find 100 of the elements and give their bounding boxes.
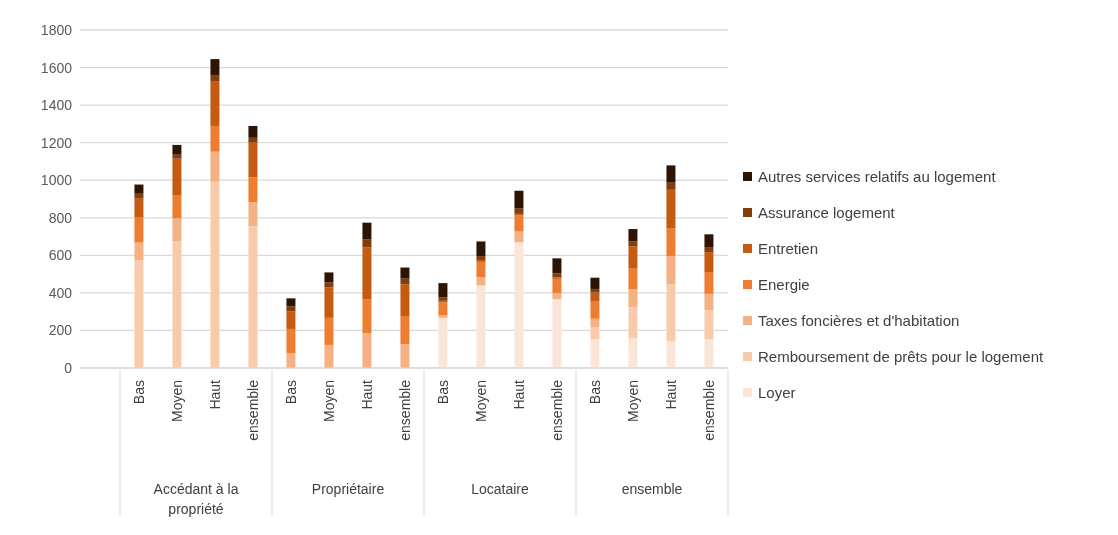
bar	[248, 137, 258, 143]
bar	[552, 273, 562, 278]
bar	[134, 242, 144, 261]
bar	[324, 282, 334, 288]
bar	[362, 239, 372, 248]
bar	[590, 318, 600, 328]
legend-label: Entretien	[758, 239, 819, 257]
bar	[172, 241, 182, 368]
bar	[210, 59, 220, 76]
x-tick-label: Moyen	[169, 380, 185, 423]
bar	[438, 315, 448, 318]
y-tick-label: 0	[64, 359, 73, 376]
x-tick-label: Bas	[131, 380, 147, 405]
bar	[590, 277, 600, 289]
x-tick-label: ensemble	[245, 379, 261, 441]
y-tick-label: 1000	[40, 172, 73, 189]
bar	[134, 260, 144, 368]
bar	[362, 299, 372, 334]
x-tick-label: Haut	[359, 379, 375, 410]
bar	[134, 198, 144, 218]
bar	[210, 125, 220, 152]
bar	[172, 144, 182, 155]
bar	[324, 344, 334, 368]
legend-label: Remboursement de prêts pour le logement	[758, 347, 1044, 365]
bar	[666, 284, 676, 341]
bar	[172, 195, 182, 219]
bar	[476, 256, 486, 261]
bar	[666, 165, 676, 183]
bar	[666, 182, 676, 190]
x-tick-label: Haut	[663, 379, 679, 410]
bar	[400, 315, 410, 344]
y-tick-label: 1600	[40, 59, 73, 76]
bar	[248, 226, 258, 368]
bar	[286, 311, 296, 329]
bar	[400, 343, 410, 368]
bar	[666, 340, 676, 368]
y-tick-label: 400	[48, 284, 73, 301]
bar	[476, 241, 486, 257]
bar	[172, 154, 182, 159]
bar	[628, 268, 638, 290]
bar	[438, 317, 448, 368]
bar	[248, 125, 258, 138]
bar	[704, 272, 714, 294]
x-tick-label: ensemble	[397, 379, 413, 441]
x-tick-label: Moyen	[625, 380, 641, 423]
bar	[628, 241, 638, 247]
bar	[248, 177, 258, 203]
bar	[248, 142, 258, 178]
bar	[248, 202, 258, 227]
bar	[134, 193, 144, 199]
bar	[324, 317, 334, 345]
legend-label: Taxes foncières et d'habitation	[758, 311, 960, 329]
bar	[134, 184, 144, 194]
bar	[400, 284, 410, 316]
bar	[590, 339, 600, 368]
bar	[590, 300, 600, 319]
x-tick-label: Moyen	[473, 380, 489, 423]
bar	[628, 246, 638, 269]
y-tick-label: 600	[48, 247, 73, 264]
bar	[172, 218, 182, 242]
bar	[286, 298, 296, 307]
bar	[400, 267, 410, 279]
bar	[514, 190, 524, 209]
bar	[552, 258, 562, 274]
bar	[704, 252, 714, 273]
y-tick-label: 800	[48, 209, 73, 226]
legend-label: Autres services relatifs au logement	[758, 167, 996, 185]
bar	[666, 256, 676, 285]
bar	[552, 293, 562, 300]
bar	[590, 288, 600, 293]
y-tick-label: 1200	[40, 134, 73, 151]
legend-label: Loyer	[758, 383, 796, 401]
x-tick-label: Bas	[283, 380, 299, 405]
bar	[628, 229, 638, 242]
bar	[286, 352, 296, 368]
bar	[552, 278, 562, 294]
x-tick-label: ensemble	[549, 379, 565, 441]
bar	[362, 247, 372, 300]
bar	[476, 285, 486, 368]
bar	[514, 242, 524, 368]
bar	[704, 234, 714, 248]
bar	[552, 299, 562, 368]
x-tick-label: Haut	[511, 379, 527, 410]
bar	[134, 217, 144, 243]
x-tick-label: Moyen	[321, 380, 337, 423]
bar	[438, 283, 448, 298]
bar	[438, 302, 448, 316]
bar	[172, 158, 182, 196]
bar	[210, 181, 220, 368]
bar	[514, 208, 524, 214]
bar	[362, 222, 372, 240]
bar	[628, 289, 638, 308]
bar	[324, 272, 334, 283]
bar	[666, 189, 676, 229]
bar	[628, 307, 638, 339]
y-tick-label: 200	[48, 322, 73, 339]
x-tick-label: ensemble	[701, 379, 717, 441]
bar	[704, 310, 714, 340]
legend-label: Assurance logement	[758, 203, 895, 221]
bar	[514, 215, 524, 232]
